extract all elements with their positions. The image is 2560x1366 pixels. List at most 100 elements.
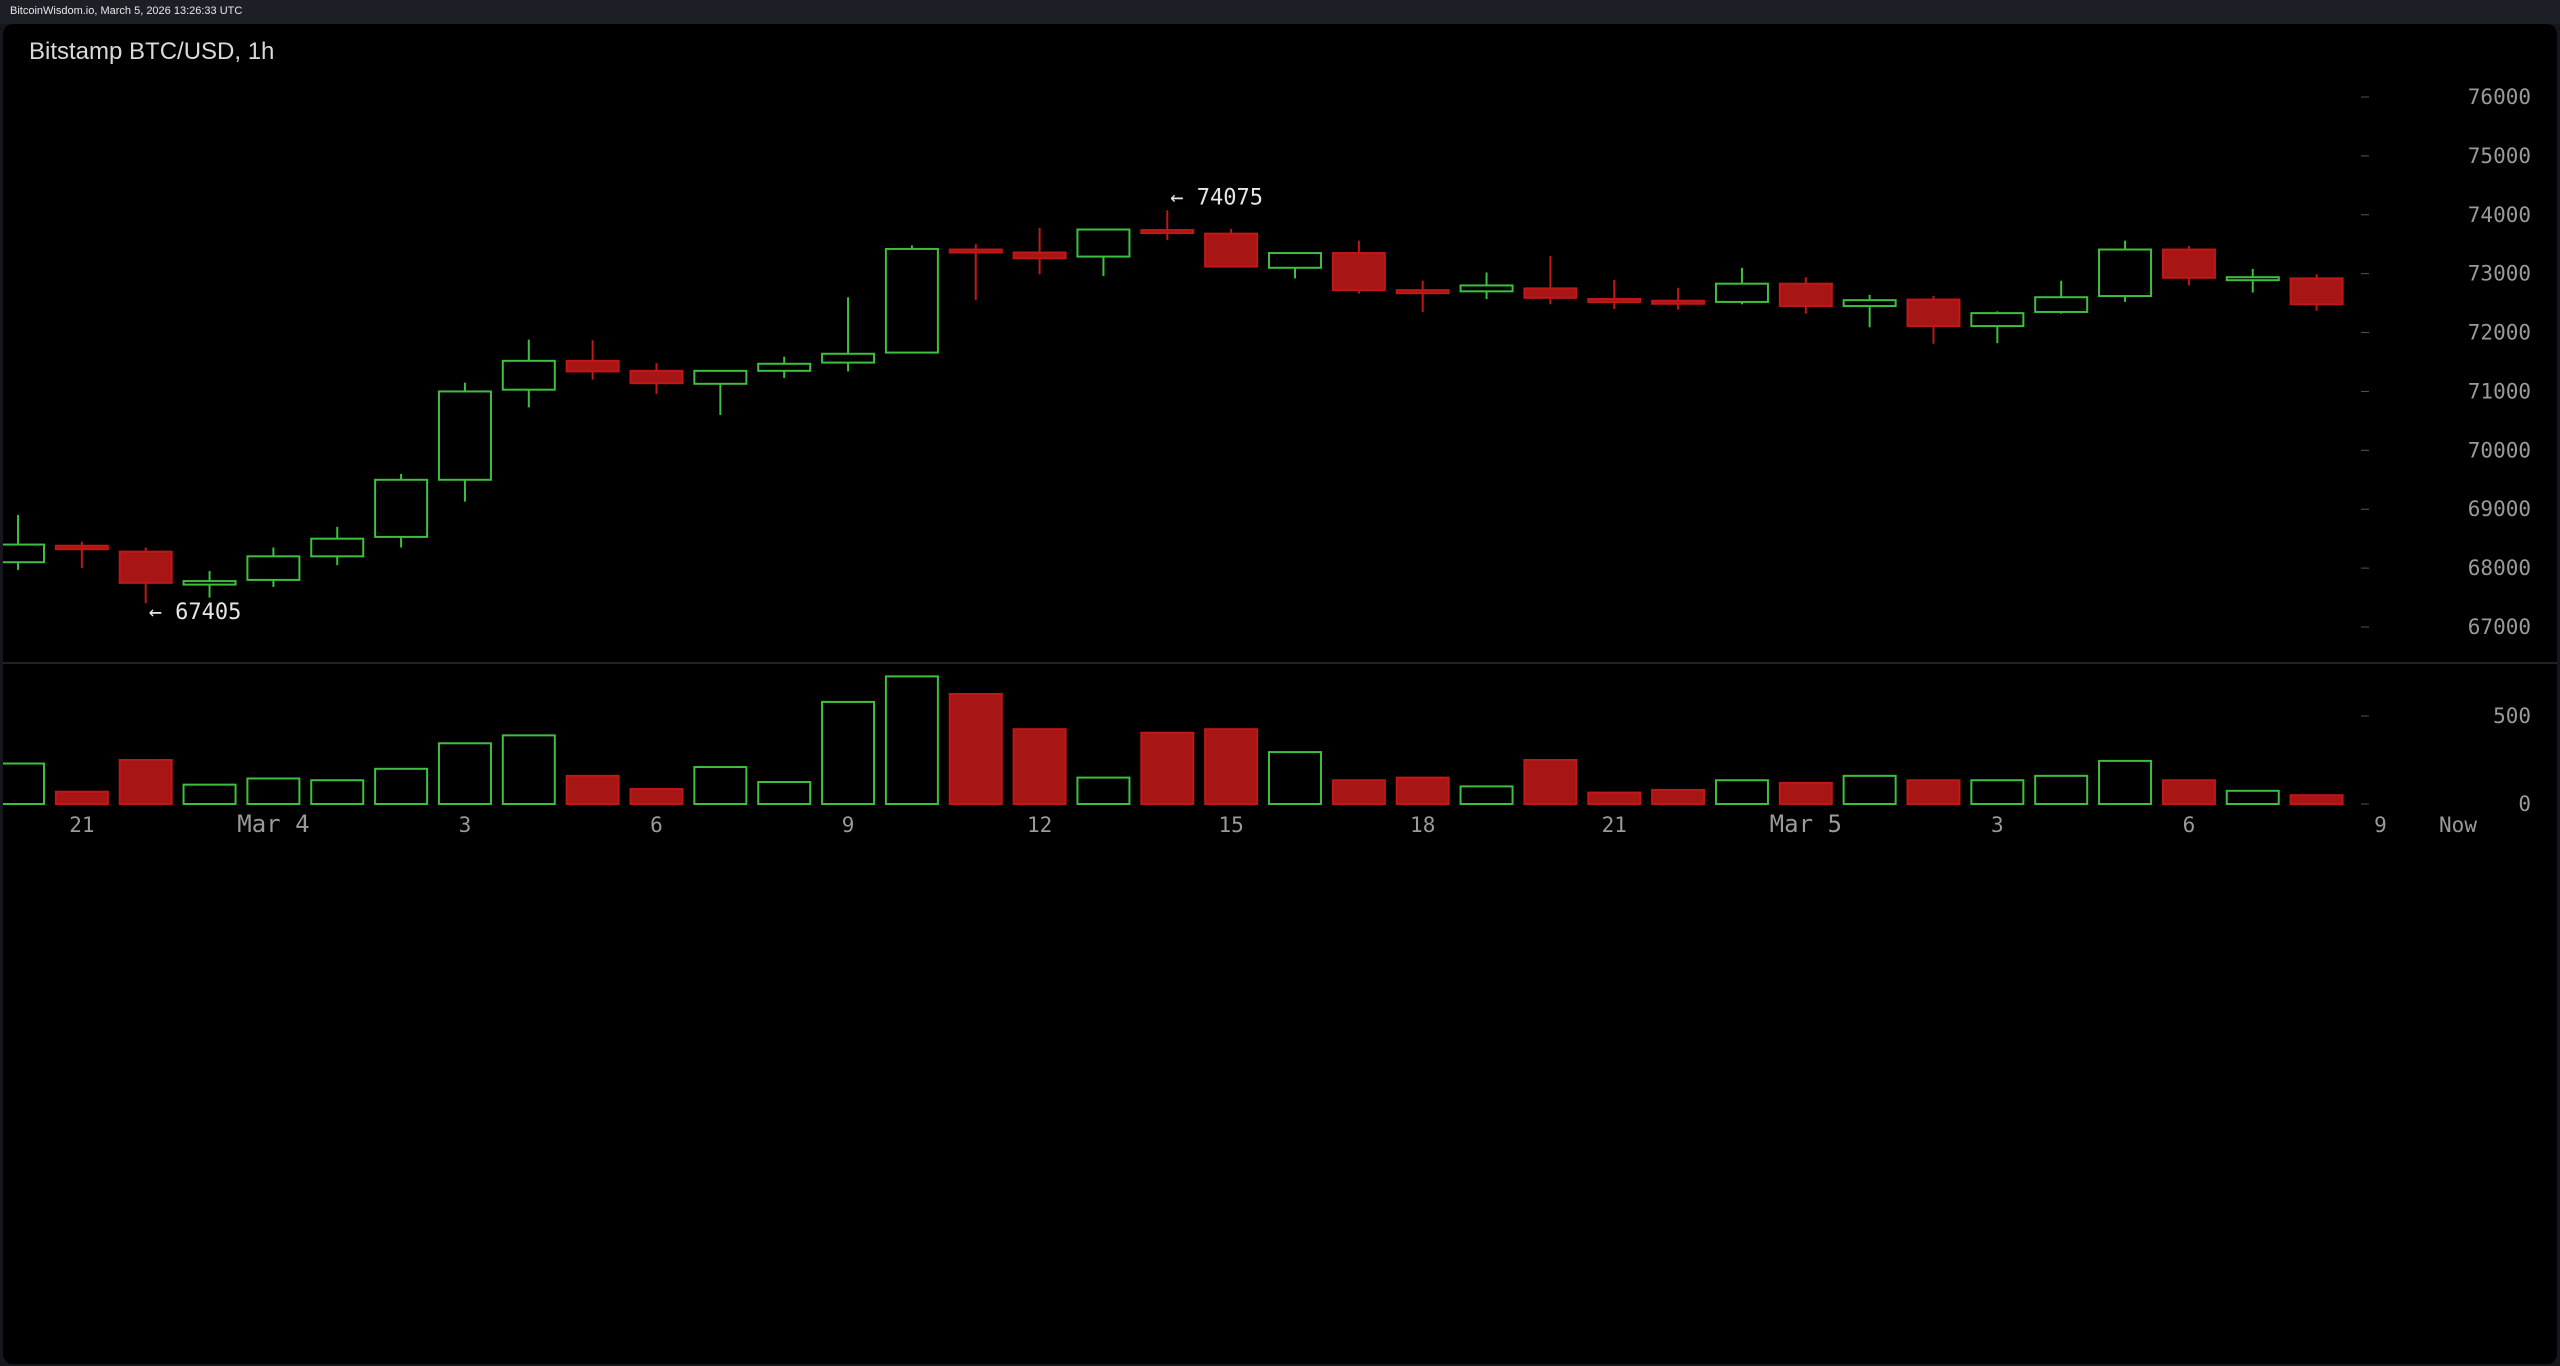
candle-body xyxy=(1204,232,1259,268)
volume-bar xyxy=(1204,728,1259,806)
price-axis-label: 70000 xyxy=(2468,438,2531,462)
candle xyxy=(3,515,45,570)
x-axis-label: 9 xyxy=(842,813,855,837)
candle-body xyxy=(565,359,620,373)
candle xyxy=(884,245,939,354)
x-axis-label: Now xyxy=(2439,813,2477,837)
candle xyxy=(1012,227,1067,275)
price-annotation: ← 74075 xyxy=(1170,185,1263,210)
volume-bar xyxy=(310,779,365,805)
candle xyxy=(693,369,748,415)
candle-body xyxy=(1651,299,1706,305)
candle-body xyxy=(1459,284,1514,293)
volume-bar xyxy=(1395,776,1450,805)
candle-body xyxy=(2161,248,2216,279)
volume-bar xyxy=(1331,779,1386,805)
x-axis-label: 18 xyxy=(1410,813,1435,837)
x-axis-label: 15 xyxy=(1219,813,1244,837)
chart-title: Bitstamp BTC/USD, 1h xyxy=(29,38,275,65)
volume-bar xyxy=(1970,779,2025,805)
x-axis-label: 12 xyxy=(1027,813,1052,837)
price-annotation: ← 67405 xyxy=(149,600,242,625)
x-axis-label: 6 xyxy=(2183,813,2196,837)
candle xyxy=(374,473,429,548)
candle xyxy=(1331,240,1386,294)
candle xyxy=(1970,311,2025,344)
volume-bar xyxy=(3,762,45,806)
x-axis-label: 9 xyxy=(2374,813,2387,837)
candle-body xyxy=(821,352,876,364)
candle xyxy=(821,297,876,372)
candle-body xyxy=(2034,296,2089,313)
volume-bar xyxy=(948,693,1003,805)
candle-body xyxy=(948,248,1003,254)
candle xyxy=(1523,256,1578,305)
price-axis-label: 68000 xyxy=(2468,556,2531,580)
candle xyxy=(1140,210,1195,241)
volume-bar xyxy=(629,788,684,805)
volume-bar xyxy=(2098,759,2153,806)
volume-bar xyxy=(437,742,492,806)
x-axis-label: Mar 4 xyxy=(237,810,309,838)
candle xyxy=(2161,245,2216,286)
volume-bar xyxy=(2034,774,2089,806)
candle-body xyxy=(118,550,173,584)
candle-body xyxy=(1395,289,1450,295)
chart-canvas[interactable]: 67000 68000 69000 70000 71000 72000 73000 74000… xyxy=(3,24,2557,1364)
volume-bar xyxy=(2161,779,2216,805)
volume-bar xyxy=(1714,779,1769,805)
candle-body xyxy=(629,369,684,385)
candle-body xyxy=(2098,248,2153,298)
top-bar: BitcoinWisdom.io, March 5, 2026 13:26:33… xyxy=(0,0,2560,24)
candle xyxy=(1651,287,1706,310)
candle-body xyxy=(182,580,237,586)
candle-body xyxy=(1076,228,1131,258)
volume-bar xyxy=(1842,774,1897,806)
volume-bar xyxy=(1523,759,1578,805)
volume-bar xyxy=(1651,788,1706,805)
candle-body xyxy=(1842,299,1897,308)
candle-body xyxy=(2289,277,2344,306)
x-axis-label: 21 xyxy=(69,813,94,837)
candle-body xyxy=(1906,298,1961,328)
price-axis-label: 71000 xyxy=(2468,379,2531,403)
candle xyxy=(54,541,109,569)
price-axis-label: 73000 xyxy=(2468,262,2531,286)
candle-body xyxy=(1970,312,2025,328)
volume-bar xyxy=(1459,785,1514,806)
volume-bar xyxy=(246,777,301,805)
volume-bar xyxy=(1076,776,1131,805)
candle xyxy=(2098,240,2153,302)
candle xyxy=(1204,228,1259,268)
candle xyxy=(2034,280,2089,314)
volume-bar xyxy=(118,759,173,805)
volume-bar xyxy=(693,766,748,805)
candle xyxy=(1076,228,1131,277)
candle xyxy=(757,356,812,378)
candle-body xyxy=(757,362,812,372)
volume-bar xyxy=(884,675,939,806)
candle-body xyxy=(693,369,748,385)
volume-bar xyxy=(1012,728,1067,806)
candle-body xyxy=(1587,297,1642,303)
candle xyxy=(629,363,684,394)
x-axis-label: 21 xyxy=(1602,813,1627,837)
candle-body xyxy=(437,390,492,481)
candle xyxy=(1459,272,1514,299)
volume-bar xyxy=(374,767,429,805)
candle-body xyxy=(246,555,301,581)
candle-body xyxy=(501,359,556,391)
candle-body xyxy=(374,478,429,538)
volume-bar xyxy=(1268,751,1322,806)
candle-body xyxy=(1523,287,1578,299)
candle-body xyxy=(310,537,365,558)
candle xyxy=(2225,268,2280,293)
price-axis-label: 76000 xyxy=(2468,85,2531,109)
x-axis-label: Mar 5 xyxy=(1770,810,1842,838)
candle-body xyxy=(1012,251,1067,260)
candle-body xyxy=(54,544,109,551)
candle-body xyxy=(1331,252,1386,292)
candle xyxy=(565,340,620,380)
candle-body xyxy=(884,247,939,354)
volume-bar xyxy=(2225,789,2280,805)
